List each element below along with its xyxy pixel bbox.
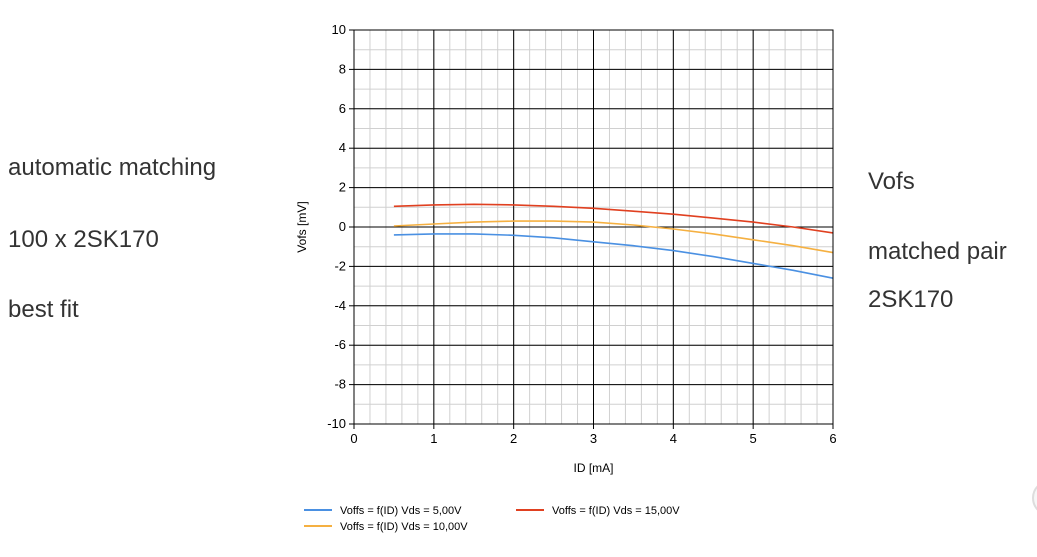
x-tick-label: 1	[430, 431, 437, 446]
y-tick-label: 0	[339, 219, 346, 234]
legend-label-2: Voffs = f(ID) Vds = 10,00V	[340, 521, 468, 533]
y-tick-label: 8	[339, 61, 346, 76]
y-tick-label: -10	[327, 416, 346, 431]
y-tick-label: -6	[334, 337, 346, 352]
left-caption-2: 100 x 2SK170	[8, 226, 159, 253]
right-caption-3: 2SK170	[868, 286, 954, 313]
y-tick-label: 6	[339, 101, 346, 116]
y-tick-label: 4	[339, 140, 346, 155]
y-tick-label: 2	[339, 180, 346, 195]
plot-area-border	[353, 29, 834, 425]
left-caption-1: automatic matching	[8, 154, 217, 181]
x-tick-label: 3	[590, 431, 597, 446]
y-tick-label: -2	[334, 258, 346, 273]
series-line-1	[393, 233, 834, 279]
y-axis-label: Vofs [mV]	[295, 201, 309, 252]
left-caption-3: best fit	[8, 296, 79, 323]
right-caption-2: matched pair	[868, 238, 1007, 265]
legend-label-1: Voffs = f(ID) Vds = 5,00V	[340, 505, 462, 517]
x-tick-label: 2	[510, 431, 517, 446]
series-layer	[393, 203, 834, 279]
legend-label-3: Voffs = f(ID) Vds = 15,00V	[552, 505, 680, 517]
x-axis-label: ID [mA]	[573, 461, 613, 475]
series-line-3	[393, 203, 834, 234]
y-tick-label: -4	[334, 298, 346, 313]
axes-layer: 0 1 2 3 4 5 6 -10 -8 -6 -4 -2 0 2 4 6 8 10 ID [mA] Vofs [mV…	[295, 22, 837, 475]
x-tick-label: 4	[670, 431, 677, 446]
y-tick-label: -8	[334, 377, 346, 392]
legend: Voffs = f(ID) Vds = 5,00V Voffs = f(ID) V…	[304, 505, 680, 533]
x-tick-label: 6	[829, 431, 836, 446]
x-tick-label: 5	[750, 431, 757, 446]
x-tick-label: 0	[350, 431, 357, 446]
y-tick-label: 10	[332, 22, 346, 37]
series-line-2	[393, 220, 834, 254]
right-caption-1: Vofs	[868, 168, 915, 195]
